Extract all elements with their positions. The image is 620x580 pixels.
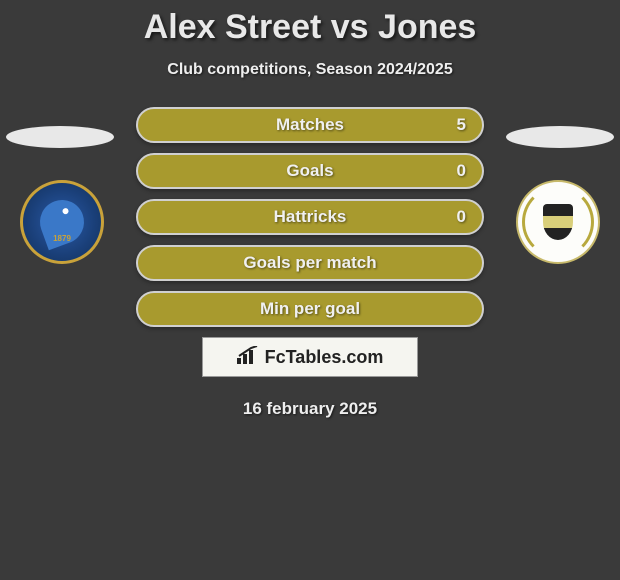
stat-row-min-per-goal: Min per goal [136, 291, 484, 327]
page-title: Alex Street vs Jones [0, 8, 620, 47]
stat-row-matches: Matches 5 [136, 107, 484, 143]
brand-box[interactable]: FcTables.com [202, 337, 418, 377]
stat-label: Min per goal [260, 299, 360, 319]
club-badge-right [516, 180, 600, 264]
stat-label: Matches [276, 115, 344, 135]
stats-list: Matches 5 Goals 0 Hattricks 0 Goals per … [136, 107, 484, 327]
stat-row-hattricks: Hattricks 0 [136, 199, 484, 235]
stat-label: Goals [286, 161, 333, 181]
brand-text: FcTables.com [265, 347, 384, 368]
player-right-ellipse [506, 126, 614, 148]
club-left-year: 1879 [53, 234, 71, 243]
stat-right-value: 0 [457, 207, 466, 227]
stat-label: Hattricks [274, 207, 347, 227]
page-subtitle: Club competitions, Season 2024/2025 [0, 61, 620, 79]
stat-row-goals: Goals 0 [136, 153, 484, 189]
club-badge-left: 1879 [20, 180, 104, 264]
infographic-container: Alex Street vs Jones Club competitions, … [0, 0, 620, 419]
footer-date: 16 february 2025 [0, 399, 620, 419]
player-left-ellipse [6, 126, 114, 148]
stat-label: Goals per match [243, 253, 376, 273]
stat-right-value: 5 [457, 115, 466, 135]
shield-icon [543, 204, 573, 240]
chart-icon [237, 346, 259, 369]
stat-right-value: 0 [457, 161, 466, 181]
stat-row-goals-per-match: Goals per match [136, 245, 484, 281]
